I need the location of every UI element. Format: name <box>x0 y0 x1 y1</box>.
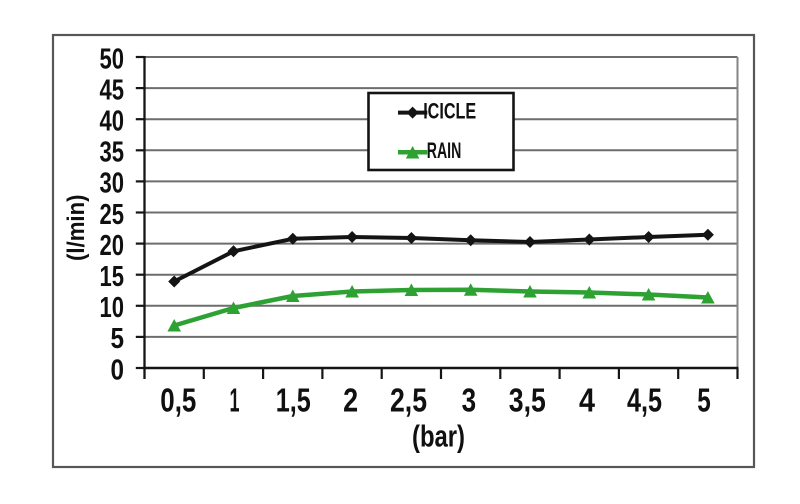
svg-text:45: 45 <box>100 74 125 106</box>
svg-text:0: 0 <box>111 354 125 386</box>
svg-text:4,5: 4,5 <box>627 381 662 418</box>
svg-text:(bar): (bar) <box>412 419 465 454</box>
svg-text:3: 3 <box>462 381 477 418</box>
svg-text:RAIN: RAIN <box>427 138 462 163</box>
svg-text:15: 15 <box>100 261 125 293</box>
svg-text:40: 40 <box>100 106 125 138</box>
svg-text:3,5: 3,5 <box>509 381 546 418</box>
svg-text:5: 5 <box>111 323 125 355</box>
svg-text:30: 30 <box>100 168 125 200</box>
svg-text:20: 20 <box>100 230 125 262</box>
svg-text:1,5: 1,5 <box>276 381 311 418</box>
svg-text:4: 4 <box>579 381 596 418</box>
svg-text:(l/min): (l/min) <box>63 195 90 262</box>
svg-text:50: 50 <box>100 43 125 75</box>
svg-text:25: 25 <box>100 199 125 231</box>
svg-text:2: 2 <box>343 381 358 418</box>
svg-text:10: 10 <box>100 292 125 324</box>
svg-text:35: 35 <box>100 137 125 169</box>
svg-text:ICICLE: ICICLE <box>423 98 476 123</box>
svg-text:1: 1 <box>230 381 240 418</box>
svg-text:0,5: 0,5 <box>160 381 196 418</box>
svg-text:5: 5 <box>697 381 711 418</box>
svg-text:2,5: 2,5 <box>390 381 427 418</box>
